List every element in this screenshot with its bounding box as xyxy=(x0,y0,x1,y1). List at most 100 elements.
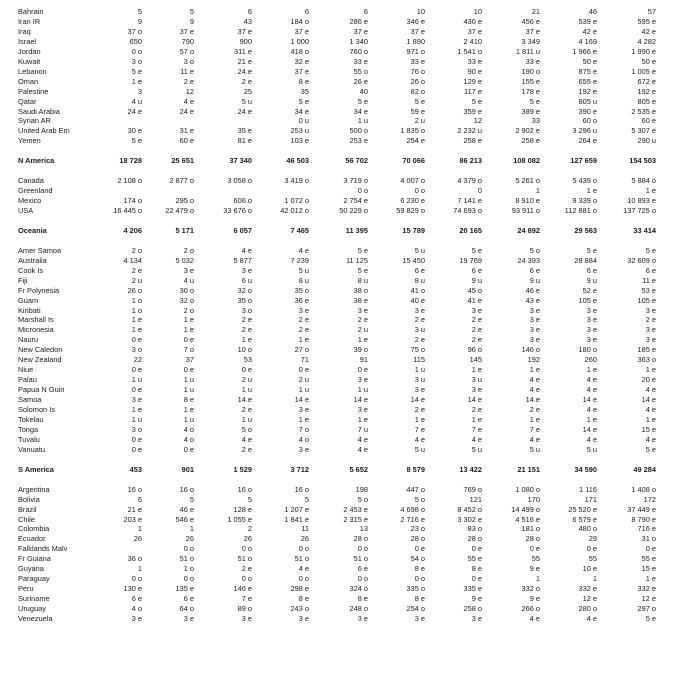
value-cell: 2 u xyxy=(241,375,252,385)
value-cell: 51 o xyxy=(237,554,252,564)
value-cell: 26 e xyxy=(353,76,368,86)
value-cell: 0 e xyxy=(357,365,368,375)
value-cell: 1 xyxy=(137,564,142,574)
value-cell: 5 u xyxy=(414,444,425,454)
value-cell: 4 e xyxy=(645,385,656,395)
value-cell: 4 o xyxy=(298,434,309,444)
value-cell: 14 e xyxy=(237,395,252,404)
country-row: Ecuador 26 26 26 26 28 o 28 o 28 o 28 o 29 31 o xyxy=(0,534,687,543)
value-cell: 33 xyxy=(531,116,540,126)
value-cell: 971 o xyxy=(406,46,426,56)
value-cell: 37 e xyxy=(525,26,540,36)
value-cell: 900 xyxy=(239,36,252,46)
value-cell: 20 e xyxy=(641,375,656,385)
country-name: Bahrain xyxy=(18,7,44,16)
value-cell: 258 e xyxy=(463,136,483,146)
value-cell: 4 e xyxy=(183,96,194,106)
value-cell: 7 o xyxy=(298,424,309,434)
value-cell: 180 o xyxy=(578,345,598,355)
value-cell: 14 499 o xyxy=(511,504,540,514)
country-name: Colombia xyxy=(18,524,50,534)
value-cell: 6 xyxy=(137,494,142,504)
value-cell: 135 e xyxy=(175,584,195,594)
value-cell: 6 057 xyxy=(233,225,253,235)
value-cell: 595 e xyxy=(637,16,657,26)
country-name: Israel xyxy=(18,36,37,46)
country-name: Guyana xyxy=(18,564,44,574)
value-cell: 2 e xyxy=(298,325,309,335)
value-cell: 5 xyxy=(189,494,194,504)
value-cell: 7 e xyxy=(241,594,252,603)
value-cell: 5 u xyxy=(241,96,252,106)
value-cell: 6 e xyxy=(357,564,368,574)
value-cell: 25 651 xyxy=(171,156,194,166)
value-cell: 8 e xyxy=(298,594,309,603)
value-cell: 4 e xyxy=(298,564,309,574)
value-cell: 22 xyxy=(133,355,142,365)
value-cell: 1 e xyxy=(298,414,309,424)
value-cell: 18 728 xyxy=(119,156,142,166)
value-cell: 6 e xyxy=(645,265,656,275)
country-name: Cook Is xyxy=(18,265,44,275)
value-cell: 8 u xyxy=(414,275,425,285)
value-cell: 3 302 e xyxy=(457,514,482,524)
country-name: USA xyxy=(18,206,34,215)
country-row: Syrian AR 0 u 1 u 2 u 12 33 60 o 60 e xyxy=(0,116,687,125)
country-row: Greenland 0 o 0 o 0 1 1 e 1 e xyxy=(0,186,687,195)
value-cell: 10 o xyxy=(237,345,252,355)
value-cell: 254 e xyxy=(406,136,426,146)
value-cell: 3 o xyxy=(241,305,252,315)
value-cell: 3 e xyxy=(586,335,597,345)
value-cell: 8 e xyxy=(298,76,309,86)
country-name: Chile xyxy=(18,514,35,524)
value-cell: 1 e xyxy=(131,76,142,86)
value-cell: 81 e xyxy=(237,136,252,146)
value-cell: 5 e xyxy=(131,66,142,76)
value-cell: 1 u xyxy=(183,375,194,385)
value-cell: 3 u xyxy=(414,375,425,385)
value-cell: 3 e xyxy=(298,405,309,414)
country-name: Samoa xyxy=(18,395,42,404)
value-cell: 2 u xyxy=(131,275,142,285)
value-cell: 37 o xyxy=(127,26,142,36)
value-cell: 0 e xyxy=(131,444,142,454)
country-name: Papua N Guin xyxy=(18,385,65,395)
value-cell: 2 e xyxy=(241,325,252,335)
value-cell: 37 e xyxy=(237,26,252,36)
value-cell: 171 xyxy=(584,494,597,504)
country-row: Fr Guiana 36 o 51 o 51 o 51 o 51 o 54 o 55 e 55 5… xyxy=(0,554,687,563)
value-cell: 9 xyxy=(137,16,142,26)
value-cell: 9 u xyxy=(529,275,540,285)
value-cell: 57 o xyxy=(179,46,194,56)
value-cell: 6 579 e xyxy=(572,514,597,524)
value-cell: 14 e xyxy=(294,395,309,404)
country-name: Jordan xyxy=(18,46,41,56)
value-cell: 2 716 e xyxy=(400,514,425,524)
value-cell: 4 u xyxy=(131,96,142,106)
value-cell: 51 o xyxy=(353,554,368,564)
country-name: Greenland xyxy=(18,186,53,196)
country-row: Tokelau 1 u 1 u 1 u 1 e 1 e 1 e 1 e 1 e 1 e 1 e xyxy=(0,415,687,424)
value-cell: 2 e xyxy=(241,405,252,414)
country-name: New Zealand xyxy=(18,355,62,365)
value-cell: 5 884 o xyxy=(631,176,656,186)
value-cell: 26 o xyxy=(410,76,425,86)
value-cell: 2 xyxy=(247,524,252,534)
value-cell: 5 e xyxy=(357,245,368,255)
value-cell: 4 e xyxy=(645,434,656,444)
value-cell: 2 e xyxy=(529,405,540,414)
value-cell: 3 e xyxy=(529,305,540,315)
value-cell: 31 o xyxy=(641,534,656,544)
value-cell: 1 u xyxy=(183,385,194,395)
value-cell: 57 xyxy=(647,7,656,16)
value-cell: 3 e xyxy=(183,265,194,275)
value-cell: 0 o xyxy=(241,574,252,584)
country-name: Fr Guiana xyxy=(18,554,51,564)
country-row: Fiji 2 u 4 u 6 u 8 u 8 u 8 u 9 u 9 u 9 u 11 e xyxy=(0,276,687,285)
value-cell: 36 e xyxy=(294,295,309,305)
value-cell: 0 e xyxy=(183,444,194,454)
value-cell: 10 893 e xyxy=(627,196,656,205)
country-name: Uruguay xyxy=(18,604,46,613)
value-cell: 13 422 xyxy=(459,464,482,474)
value-cell: 2 u xyxy=(357,325,368,335)
